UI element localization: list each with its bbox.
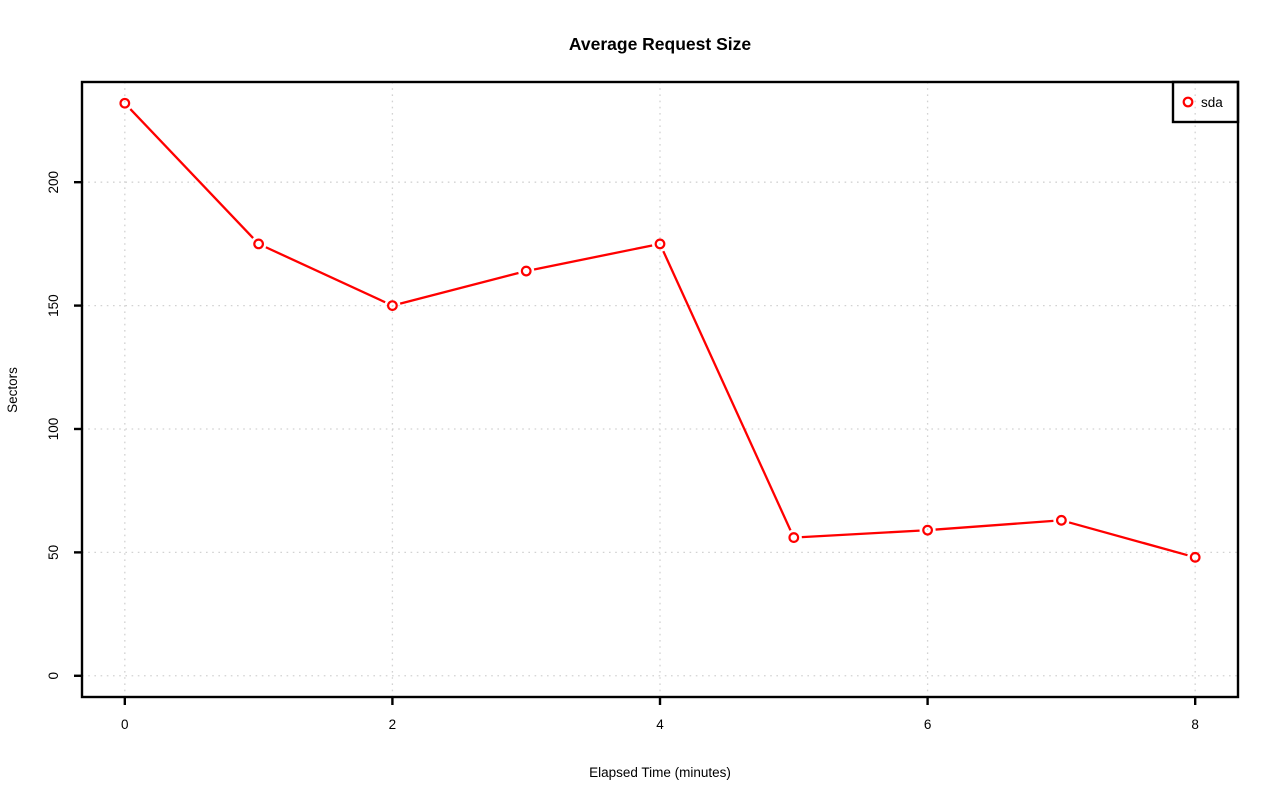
series-sda: [119, 97, 1201, 563]
series-segment: [662, 250, 792, 531]
chart-layers: 0 2 4 6 8 0 50 100 150 200: [46, 80, 1240, 732]
y-tick-label: 200: [46, 171, 61, 194]
plot-box: [80, 80, 1240, 699]
y-tick-label: 150: [46, 294, 61, 317]
legend-box: [1171, 80, 1240, 124]
series-segment: [1068, 521, 1188, 557]
data-point-marker: [520, 265, 532, 277]
chart-title: Average Request Size: [569, 34, 751, 54]
series-segment: [801, 529, 920, 539]
series-segment: [399, 271, 519, 305]
x-tick-label: 6: [924, 717, 932, 732]
series-segment: [533, 244, 653, 271]
series-segment: [935, 519, 1054, 531]
series-segment: [265, 246, 386, 304]
y-tick-label: 100: [46, 418, 61, 441]
legend: sda: [1171, 80, 1240, 124]
x-axis-label: Elapsed Time (minutes): [589, 765, 731, 780]
data-point-marker: [253, 238, 265, 250]
legend-entry-label: sda: [1201, 95, 1223, 110]
x-tick-label: 4: [656, 717, 664, 732]
y-tick-label: 0: [46, 672, 61, 680]
data-point-marker: [788, 532, 800, 543]
data-point-marker: [119, 97, 131, 109]
data-point-marker: [1055, 514, 1067, 526]
plot-grid: [82, 82, 1238, 697]
data-point-marker: [1189, 551, 1201, 563]
data-point-marker: [654, 238, 666, 250]
x-tick-label: 0: [121, 717, 129, 732]
legend-marker-icon: [1182, 96, 1194, 108]
data-point-marker: [387, 300, 398, 311]
axis-ticks: 0 2 4 6 8 0 50 100 150 200: [46, 171, 1199, 732]
data-point-marker: [922, 524, 933, 536]
x-tick-label: 2: [389, 717, 397, 732]
x-tick-label: 8: [1191, 717, 1199, 732]
series-segment: [129, 108, 254, 239]
y-tick-label: 50: [46, 545, 61, 560]
y-axis-label: Sectors: [5, 367, 20, 413]
